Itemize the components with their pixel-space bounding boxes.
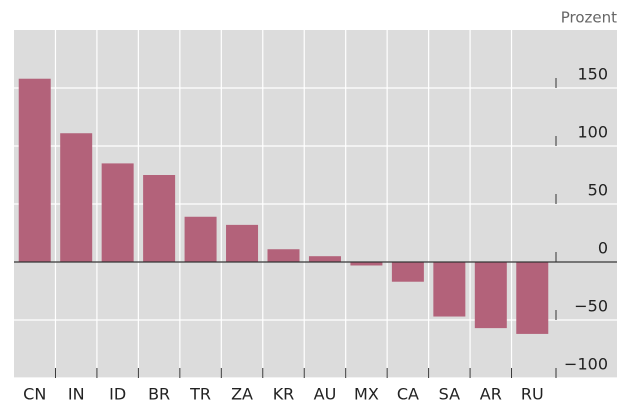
x-tick-label: ID bbox=[109, 385, 126, 404]
axis-unit: Prozent bbox=[561, 9, 617, 27]
bar bbox=[184, 216, 217, 262]
bar bbox=[143, 175, 176, 262]
bar bbox=[18, 78, 51, 262]
x-tick-label: AU bbox=[314, 385, 337, 404]
bar bbox=[60, 133, 93, 262]
y-tick-label: 100 bbox=[577, 123, 608, 142]
bar bbox=[516, 262, 549, 334]
bar bbox=[433, 262, 466, 317]
bar bbox=[101, 163, 134, 262]
x-tick-label: AR bbox=[480, 385, 502, 404]
x-tick-label: BR bbox=[148, 385, 170, 404]
y-tick-label: 50 bbox=[588, 181, 608, 200]
y-tick-label: −50 bbox=[574, 297, 608, 316]
x-tick-label: SA bbox=[439, 385, 460, 404]
x-tick-label: CA bbox=[397, 385, 419, 404]
x-tick-label: CN bbox=[23, 385, 46, 404]
x-tick-label: KR bbox=[273, 385, 295, 404]
bar bbox=[391, 262, 424, 282]
x-tick-label: MX bbox=[354, 385, 379, 404]
y-tick-label: −100 bbox=[564, 355, 608, 374]
x-tick-label: RU bbox=[521, 385, 544, 404]
bar bbox=[474, 262, 507, 329]
bar bbox=[226, 224, 259, 262]
x-tick-label: ZA bbox=[231, 385, 253, 404]
x-tick-label: TR bbox=[189, 385, 211, 404]
bar bbox=[267, 249, 300, 262]
bar bbox=[308, 256, 341, 262]
x-tick-label: IN bbox=[68, 385, 85, 404]
bar bbox=[350, 262, 383, 266]
y-tick-label: 0 bbox=[598, 239, 608, 258]
y-tick-label: 150 bbox=[577, 65, 608, 84]
